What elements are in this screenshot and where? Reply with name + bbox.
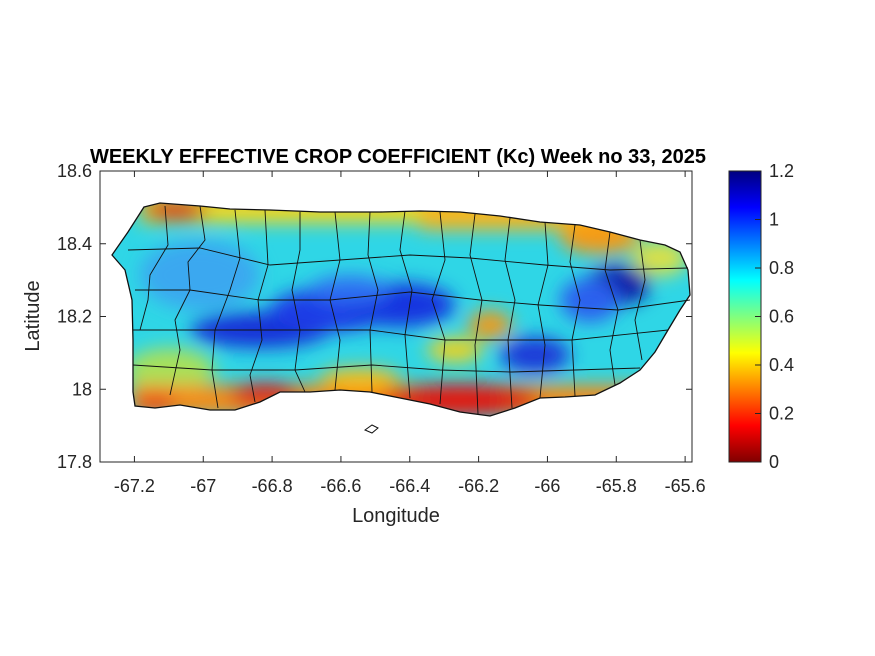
y-tick-label: 18.2 — [57, 307, 92, 327]
small-islet — [363, 424, 379, 434]
y-tick-label: 18.6 — [57, 161, 92, 181]
y-tick-label: 18 — [72, 379, 92, 399]
x-tick-label: -65.8 — [596, 476, 637, 496]
x-tick-label: -66.6 — [320, 476, 361, 496]
colorbar-tick-label: 0.2 — [769, 404, 794, 424]
x-tick-label: -67.2 — [114, 476, 155, 496]
x-axis-ticks: -67.2 -67 -66.8 -66.6 -66.4 -66.2 -66 -65.8 -65.… — [114, 171, 706, 496]
y-axis-label: Latitude — [22, 280, 44, 351]
y-axis-ticks: 17.8 18 18.2 18.4 18.6 — [57, 161, 692, 472]
x-tick-label: -65.6 — [665, 476, 706, 496]
x-tick-label: -66.2 — [458, 476, 499, 496]
municipal-boundaries — [127, 205, 691, 415]
colorbar-ticks: 0 0.2 0.4 0.6 0.8 1 1.2 — [755, 161, 794, 472]
x-tick-label: -66.4 — [389, 476, 430, 496]
x-tick-label: -67 — [190, 476, 216, 496]
colorbar-tick-label: 0.6 — [769, 307, 794, 327]
colorbar-tick-label: 0.4 — [769, 355, 794, 375]
colorbar-tick-label: 0.8 — [769, 258, 794, 278]
y-tick-label: 18.4 — [57, 234, 92, 254]
x-tick-label: -66 — [534, 476, 560, 496]
colorbar-tick-label: 1.2 — [769, 161, 794, 181]
colorbar-tick-label: 1 — [769, 210, 779, 230]
chart-title: WEEKLY EFFECTIVE CROP COEFFICIENT (Kc) W… — [90, 146, 706, 168]
island-outline — [111, 202, 691, 417]
y-tick-label: 17.8 — [57, 452, 92, 472]
x-tick-label: -66.8 — [252, 476, 293, 496]
colorbar-tick-label: 0 — [769, 452, 779, 472]
x-axis-label: Longitude — [352, 505, 440, 527]
